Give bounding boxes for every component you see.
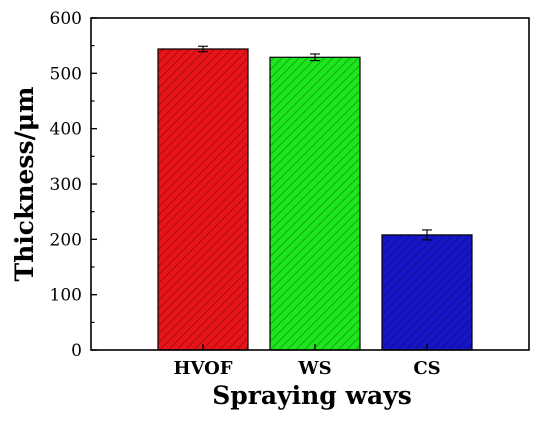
x-tick-label: CS xyxy=(413,358,440,379)
y-tick-label: 300 xyxy=(50,175,82,195)
y-tick-label: 0 xyxy=(71,341,82,361)
x-tick-label: WS xyxy=(297,358,331,379)
y-axis-title: Thickness/μm xyxy=(10,87,39,282)
y-tick-label: 500 xyxy=(50,64,82,84)
bars-layer xyxy=(157,48,473,351)
x-axis-ticks: HVOF WS CS xyxy=(173,344,441,379)
bar-hatch-cs xyxy=(382,234,472,350)
bar-hatch-ws xyxy=(270,57,360,350)
error-bars-layer xyxy=(198,45,432,241)
y-tick-label: 100 xyxy=(50,286,82,306)
y-tick-label: 400 xyxy=(50,120,82,140)
x-tick-label: HVOF xyxy=(173,358,232,379)
y-axis-ticks: 0 100 200 300 400 500 600 xyxy=(50,9,97,361)
y-tick-label: 600 xyxy=(50,9,82,29)
bar-hatch-hvof xyxy=(158,48,248,351)
x-axis-title: Spraying ways xyxy=(212,381,412,410)
y-tick-label: 200 xyxy=(50,230,82,250)
